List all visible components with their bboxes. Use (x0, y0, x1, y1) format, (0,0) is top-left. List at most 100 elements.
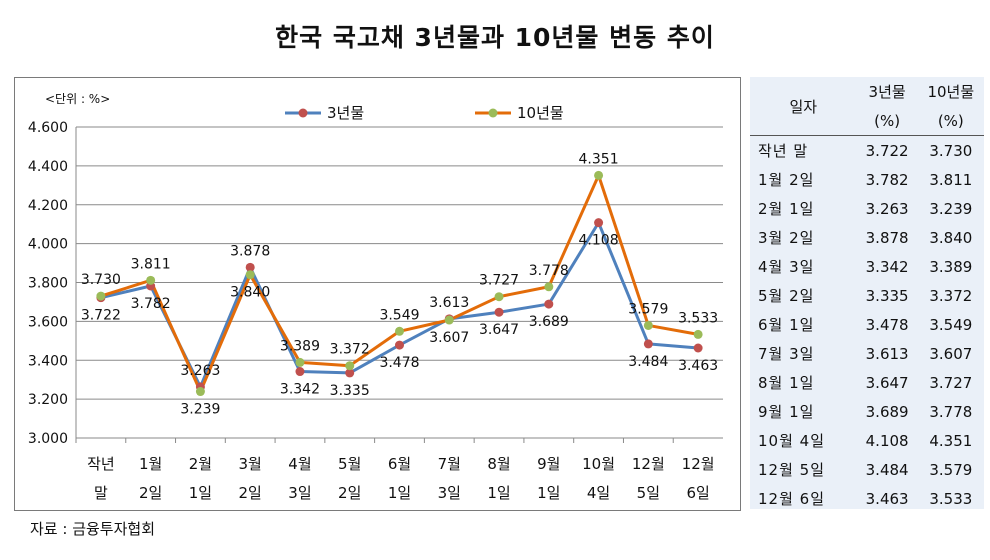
table-cell-10y: 3.579 (929, 460, 973, 479)
table-cell-date: 12월 5일 (758, 461, 825, 479)
table-cell-3y: 3.613 (865, 344, 909, 363)
table-cell-3y: 3.478 (865, 315, 909, 334)
x-tick-label: 7월 (438, 455, 461, 473)
legend-label: 3년물 (327, 104, 364, 122)
data-label: 4.351 (579, 151, 619, 167)
table-cell-3y: 3.878 (865, 228, 909, 247)
data-label: 3.579 (628, 301, 668, 317)
data-label: 3.263 (180, 363, 220, 379)
x-tick-label: 3일 (288, 484, 311, 502)
x-tick-label: 6일 (686, 484, 709, 502)
table-cell-10y: 3.727 (929, 373, 973, 392)
table-row: 10월 4일 4.108 4.351 (750, 426, 984, 455)
table-cell-date: 2월 1일 (758, 200, 815, 218)
data-point (345, 368, 355, 378)
data-label: 3.689 (529, 314, 569, 330)
data-point (594, 218, 604, 228)
table-cell-10y: 3.239 (929, 199, 973, 218)
table-cell-3y: 3.689 (865, 402, 909, 421)
table-row: 3월 2일 3.878 3.840 (750, 223, 984, 252)
data-point (693, 329, 703, 339)
x-tick-label: 5월 (338, 455, 361, 473)
table-cell-date: 7월 3일 (758, 345, 815, 363)
table-row: 작년 말 3.722 3.730 (750, 136, 984, 166)
data-point (594, 170, 604, 180)
data-label: 3.730 (81, 272, 121, 288)
y-tick-label: 3.600 (28, 314, 68, 330)
x-tick-label: 8월 (487, 455, 510, 473)
table-row: 8월 1일 3.647 3.727 (750, 368, 984, 397)
data-label: 3.389 (280, 338, 320, 354)
table-cell-10y: 3.607 (929, 344, 973, 363)
data-label: 3.478 (379, 355, 419, 371)
table-cell-date: 작년 말 (758, 142, 809, 160)
data-label: 3.840 (230, 285, 270, 301)
x-tick-label: 1월 (139, 455, 162, 473)
x-tick-label: 2월 (189, 455, 212, 473)
data-label: 3.484 (628, 354, 668, 370)
data-point (245, 270, 255, 280)
x-tick-label: 6월 (388, 455, 411, 473)
table-cell-date: 9월 1일 (758, 403, 815, 421)
table-row: 6월 1일 3.478 3.549 (750, 310, 984, 339)
x-tick-label: 9월 (537, 455, 560, 473)
x-tick-label: 5일 (637, 484, 660, 502)
table-cell-date: 10월 4일 (758, 432, 825, 450)
data-point (643, 320, 653, 330)
table-cell-10y: 4.351 (929, 431, 973, 450)
table-row: 7월 3일 3.613 3.607 (750, 339, 984, 368)
table-cell-3y: 3.722 (865, 141, 909, 160)
data-point (544, 299, 554, 309)
table-header-3y: 3년물 (868, 83, 906, 101)
data-label: 3.463 (678, 358, 718, 374)
data-point (146, 275, 156, 285)
data-label: 3.722 (81, 308, 121, 324)
data-point (245, 262, 255, 272)
chart-area: <단위 : %> 3.000 3.200 3.400 3.600 3.800 4.000 4.… (14, 77, 741, 511)
table-row: 2월 1일 3.263 3.239 (750, 194, 984, 223)
table-row: 12월 5일 3.484 3.579 (750, 455, 984, 484)
data-label: 3.778 (529, 263, 569, 279)
x-tick-label: 2일 (139, 484, 162, 502)
data-point (295, 367, 305, 377)
data-point (345, 361, 355, 371)
x-tick-label: 말 (94, 484, 108, 502)
table-row: 9월 1일 3.689 3.778 (750, 397, 984, 426)
table-cell-10y: 3.372 (929, 286, 973, 305)
table-cell-date: 12월 6일 (758, 490, 825, 508)
x-tick-label: 1일 (537, 484, 560, 502)
table-cell-10y: 3.730 (929, 141, 973, 160)
source-note: 자료 : 금융투자협회 (30, 520, 155, 538)
x-tick-label: 1일 (189, 484, 212, 502)
data-label: 3.533 (678, 310, 718, 326)
x-tick-label: 1일 (388, 484, 411, 502)
legend-marker-0 (298, 108, 308, 118)
table-row: 4월 3일 3.342 3.389 (750, 252, 984, 281)
data-label: 3.549 (379, 307, 419, 323)
y-tick-label: 3.000 (28, 431, 68, 447)
table-cell-3y: 3.263 (865, 199, 909, 218)
data-label: 3.342 (280, 382, 320, 398)
data-point (195, 387, 205, 397)
table-cell-3y: 4.108 (865, 431, 909, 450)
table-header-10y-unit: (%) (917, 106, 984, 136)
table-cell-10y: 3.549 (929, 315, 973, 334)
table-cell-date: 3월 2일 (758, 229, 815, 247)
y-tick-label: 3.400 (28, 353, 68, 369)
y-tick-label: 4.600 (28, 120, 68, 136)
data-point (693, 343, 703, 353)
data-label: 3.811 (131, 256, 171, 272)
legend-label: 10년물 (517, 104, 564, 122)
table-cell-10y: 3.840 (929, 228, 973, 247)
data-point (444, 315, 454, 325)
data-label: 4.108 (579, 233, 619, 249)
y-tick-label: 4.400 (28, 159, 68, 175)
data-point (295, 357, 305, 367)
data-point (643, 339, 653, 349)
data-point (395, 340, 404, 350)
x-tick-label: 2일 (239, 484, 262, 502)
x-tick-label: 3월 (239, 455, 262, 473)
table-cell-3y: 3.342 (865, 257, 909, 276)
table-row: 1월 2일 3.782 3.811 (750, 165, 984, 194)
table-cell-date: 1월 2일 (758, 171, 815, 189)
